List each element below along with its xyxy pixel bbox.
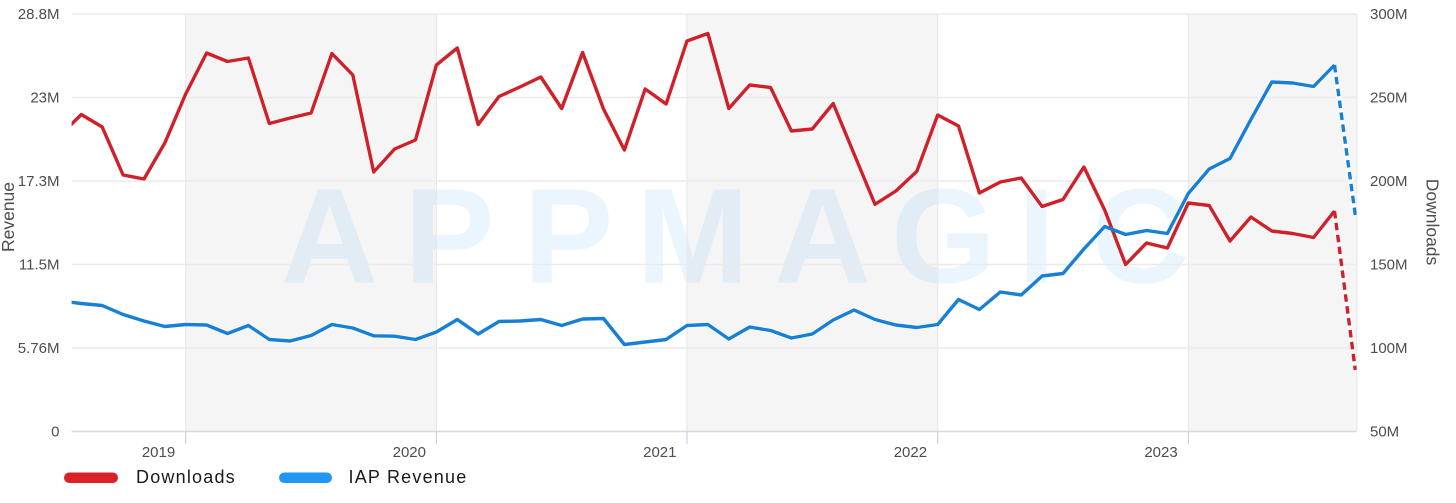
svg-text:2023: 2023 xyxy=(1144,444,1177,461)
svg-text:250M: 250M xyxy=(1370,90,1408,107)
svg-text:100M: 100M xyxy=(1370,340,1408,357)
svg-text:23M: 23M xyxy=(30,90,59,107)
svg-text:17.3M: 17.3M xyxy=(18,173,60,190)
svg-text:50M: 50M xyxy=(1370,424,1399,441)
svg-text:M: M xyxy=(636,161,748,312)
svg-text:2019: 2019 xyxy=(142,444,175,461)
svg-text:P: P xyxy=(404,161,494,312)
svg-text:0: 0 xyxy=(51,424,59,441)
svg-text:P: P xyxy=(523,161,613,312)
svg-text:150M: 150M xyxy=(1370,257,1408,274)
svg-text:A: A xyxy=(281,161,379,312)
svg-text:200M: 200M xyxy=(1370,173,1408,190)
svg-text:28.8M: 28.8M xyxy=(18,6,60,23)
svg-text:Downloads: Downloads xyxy=(136,467,236,487)
svg-text:IAP Revenue: IAP Revenue xyxy=(349,467,468,487)
svg-text:A: A xyxy=(774,161,872,312)
svg-text:2021: 2021 xyxy=(643,444,676,461)
svg-text:5.76M: 5.76M xyxy=(18,340,60,357)
svg-text:Downloads: Downloads xyxy=(1423,179,1443,266)
svg-text:2022: 2022 xyxy=(894,444,927,461)
svg-text:11.5M: 11.5M xyxy=(19,257,60,274)
svg-text:Revenue: Revenue xyxy=(0,182,18,252)
svg-text:2020: 2020 xyxy=(393,444,426,461)
svg-text:300M: 300M xyxy=(1370,6,1408,23)
